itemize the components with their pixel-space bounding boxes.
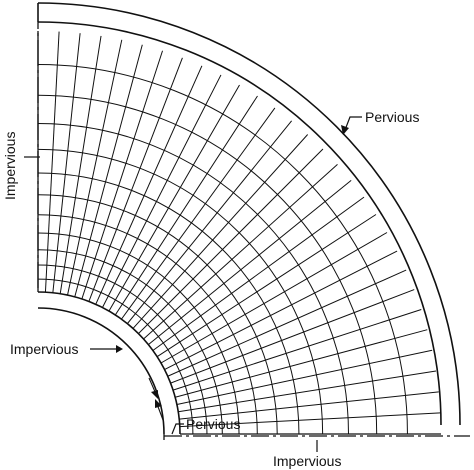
- equipotential-line: [178, 370, 437, 413]
- label-outer-pervious: Pervious: [365, 109, 419, 125]
- equipotential-line: [88, 57, 183, 302]
- bottom-pervious-leader: [171, 423, 184, 435]
- equipotential-line: [170, 289, 415, 384]
- equipotential-line: [167, 269, 407, 377]
- equipotential-line: [81, 50, 164, 300]
- label-inner-impervious: Impervious: [10, 341, 78, 357]
- equipotential-line: [121, 107, 276, 320]
- equipotential-line: [132, 134, 309, 329]
- equipotential-line: [148, 179, 352, 346]
- inner-core-arc: [37, 291, 181, 435]
- outer-pervious-arc-inner: [37, 21, 442, 426]
- equipotential-line: [156, 214, 377, 358]
- equipotential-line: [44, 31, 60, 293]
- flow-net-mesh: [37, 31, 441, 435]
- equipotential-line: [172, 308, 422, 391]
- equipotential-line: [126, 120, 293, 324]
- equipotential-line: [175, 329, 428, 398]
- outer-pervious-arrowhead: [341, 125, 349, 135]
- inner-gap-arrowhead-lower: [155, 399, 162, 408]
- label-bottom-pervious: Pervious: [186, 416, 240, 432]
- equipotential-line: [160, 232, 388, 364]
- equipotential-line: [102, 74, 222, 308]
- equipotential-line: [179, 391, 439, 420]
- equipotential-line: [138, 148, 324, 334]
- equipotential-line: [164, 250, 398, 370]
- outer-pervious-leader: [344, 116, 362, 131]
- label-left-impervious: Impervious: [2, 132, 18, 200]
- inner-impervious-arc: [37, 307, 165, 435]
- outer-pervious-arc-outer: [37, 2, 461, 426]
- equipotential-line: [114, 95, 258, 316]
- equipotential-line: [179, 412, 441, 428]
- inner-impervious-arrowhead: [116, 345, 123, 353]
- equipotential-line: [67, 39, 123, 296]
- equipotential-line: [74, 44, 143, 297]
- equipotential-line: [52, 33, 81, 293]
- label-bottom-impervious: Impervious: [273, 453, 341, 469]
- equipotential-line: [143, 163, 338, 340]
- equipotential-line: [59, 35, 102, 294]
- equipotential-line: [95, 65, 203, 305]
- equipotential-line: [176, 349, 433, 405]
- equipotential-line: [152, 196, 365, 351]
- equipotential-line: [108, 84, 240, 312]
- inner-gap-arrowhead-upper: [151, 390, 158, 399]
